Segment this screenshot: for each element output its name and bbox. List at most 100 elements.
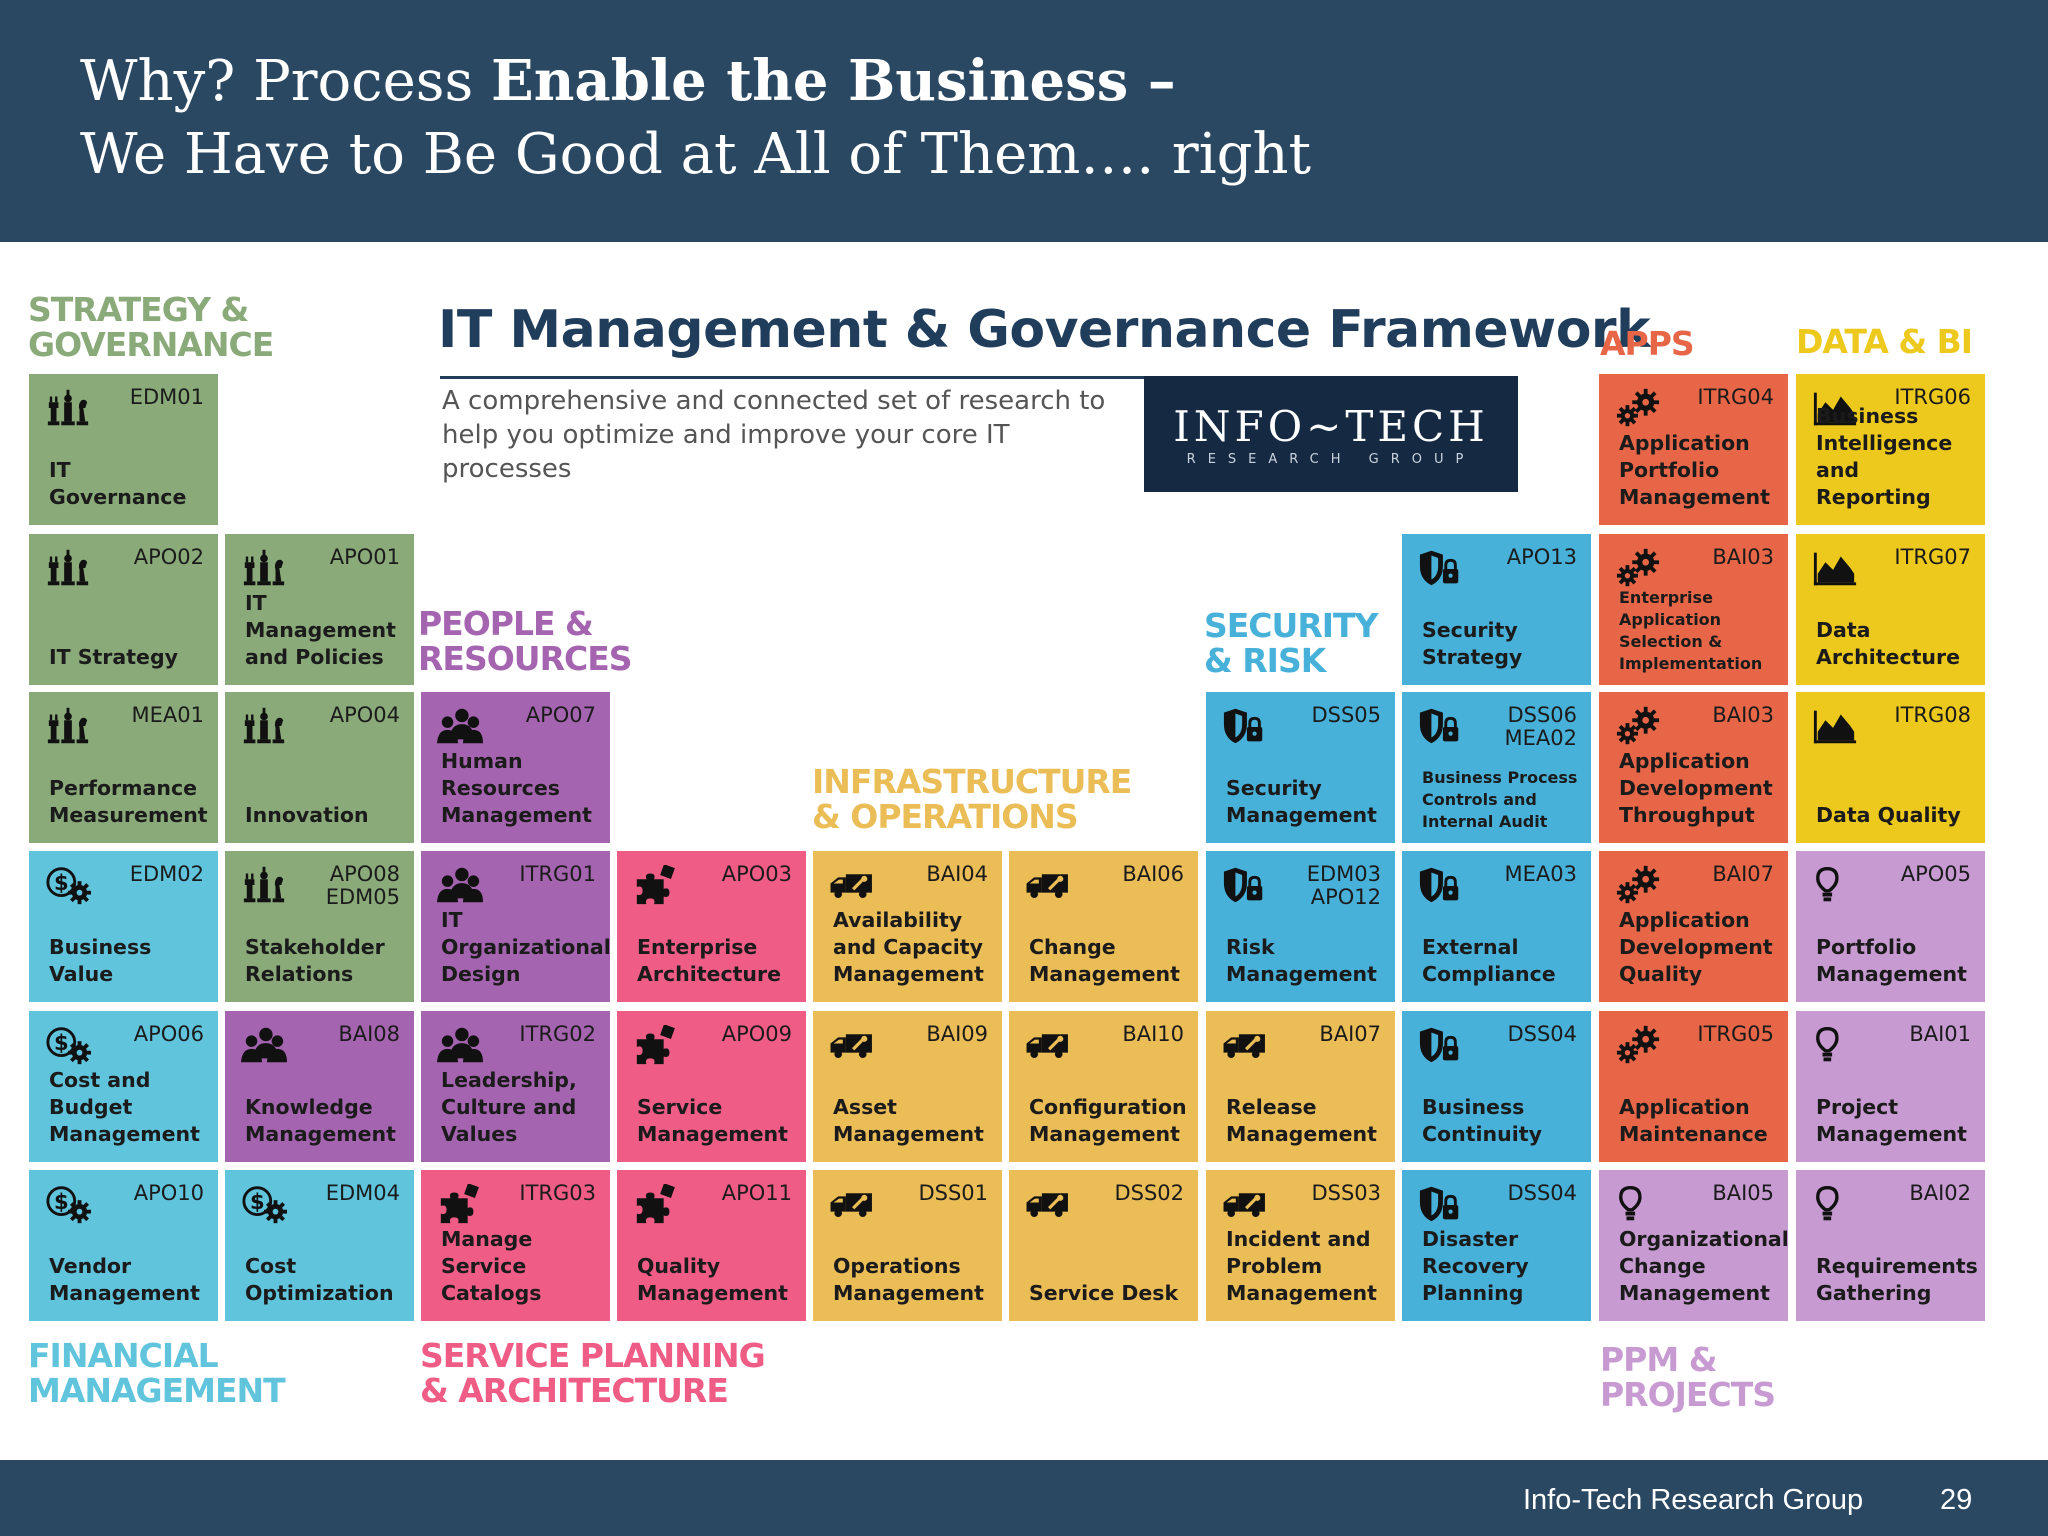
tile-apo05[interactable]: APO05 Portfolio Management: [1796, 851, 1985, 1002]
tile-itrg05[interactable]: ITRG05 Application Maintenance: [1599, 1011, 1788, 1162]
tile-bai07r[interactable]: BAI07 Release Management: [1206, 1011, 1395, 1162]
tile-code: BAI07: [1712, 863, 1774, 886]
dollar-gear-icon: $: [45, 1025, 91, 1065]
tile-code-primary: DSS03: [1311, 1181, 1381, 1205]
tile-edm01[interactable]: EDM01 IT Governance: [29, 374, 218, 525]
tile-name: Portfolio Management: [1816, 935, 1967, 986]
tile-itrg06[interactable]: ITRG06 Business Intelligence and Reportin…: [1796, 374, 1985, 525]
tile-code-primary: APO10: [133, 1181, 204, 1205]
tile-name: Cost Optimization: [245, 1254, 394, 1305]
tile-dss04b[interactable]: DSS04 Disaster Recovery Planning: [1402, 1170, 1591, 1321]
tile-bai02[interactable]: BAI02 Requirements Gathering: [1796, 1170, 1985, 1321]
tile-itrg03[interactable]: ITRG03 Manage Service Catalogs: [421, 1170, 610, 1321]
tile-code: APO13: [1507, 546, 1577, 569]
tile-mea03[interactable]: MEA03 External Compliance: [1402, 851, 1591, 1002]
tile-code-primary: APO07: [525, 703, 596, 727]
tile-itrg07[interactable]: ITRG07 Data Architecture: [1796, 534, 1985, 685]
puzzle-icon: [437, 1184, 483, 1224]
tile-code-primary: BAI07: [1712, 862, 1774, 886]
tile-bai10[interactable]: BAI10 Configuration Management: [1009, 1011, 1198, 1162]
tile-dss03[interactable]: DSS03 Incident and Problem Management: [1206, 1170, 1395, 1321]
tile-name: Application Development Quality: [1619, 908, 1773, 986]
tile-code-primary: BAI06: [1122, 862, 1184, 886]
tile-name: Risk Management: [1226, 935, 1377, 986]
tile-apo04[interactable]: APO04 Innovation: [225, 692, 414, 843]
tile-itrg04[interactable]: ITRG04 Application Portfolio Management: [1599, 374, 1788, 525]
tile-code: BAI03: [1712, 546, 1774, 569]
tile-bai05[interactable]: BAI05 Organizational Change Management: [1599, 1170, 1788, 1321]
logo-wordmark: INFO~TECH: [1173, 402, 1489, 451]
tile-code-primary: ITRG03: [519, 1181, 596, 1205]
tile-code: APO08 EDM05: [326, 863, 400, 909]
svg-text:$: $: [54, 870, 69, 895]
tile-name: Disaster Recovery Planning: [1422, 1227, 1529, 1305]
tile-name: Business Value: [49, 935, 152, 986]
shield-lock-icon: [1418, 706, 1464, 746]
tile-code-primary: BAI04: [926, 862, 988, 886]
tile-apo07[interactable]: APO07 Human Resources Management: [421, 692, 610, 843]
tile-name: Enterprise Architecture: [637, 935, 782, 986]
tile-code: APO06: [134, 1023, 204, 1046]
tile-name: Service Management: [637, 1095, 788, 1146]
tile-bai06[interactable]: BAI06 Change Management: [1009, 851, 1198, 1002]
tile-code-secondary: MEA02: [1504, 726, 1577, 750]
tile-edm04[interactable]: $ EDM04 Cost Optimization: [225, 1170, 414, 1321]
tile-code-primary: APO01: [329, 545, 400, 569]
tile-code-primary: APO04: [329, 703, 400, 727]
tile-mea01[interactable]: MEA01 Performance Measurement: [29, 692, 218, 843]
tile-name: Data Architecture: [1816, 618, 1961, 669]
tile-dss06[interactable]: DSS06 MEA02 Business Process Controls and …: [1402, 692, 1591, 843]
tile-bai07a[interactable]: BAI07 Application Development Quality: [1599, 851, 1788, 1002]
tile-code-primary: BAI03: [1712, 545, 1774, 569]
tile-bai04[interactable]: BAI04 Availability and Capacity Managemen…: [813, 851, 1002, 1002]
tile-apo03[interactable]: APO03 Enterprise Architecture: [617, 851, 806, 1002]
tile-apo11[interactable]: APO11 Quality Management: [617, 1170, 806, 1321]
tile-code-primary: ITRG06: [1894, 385, 1971, 409]
tile-itrg08[interactable]: ITRG08 Data Quality: [1796, 692, 1985, 843]
page-number: 29: [1940, 1484, 1973, 1516]
category-line: MANAGEMENT: [28, 1371, 286, 1410]
tile-code-primary: APO05: [1900, 862, 1971, 886]
tile-name: Manage Service Catalogs: [441, 1227, 542, 1305]
gears-icon: [1615, 706, 1661, 746]
tile-apo13[interactable]: APO13 Security Strategy: [1402, 534, 1591, 685]
tile-code: EDM02: [130, 863, 204, 886]
tile-code-primary: MEA01: [131, 703, 204, 727]
tile-code-primary: BAI03: [1712, 703, 1774, 727]
category-line: & RISK: [1204, 641, 1326, 680]
category-apps: APPS: [1600, 324, 1695, 363]
tile-bai03a[interactable]: BAI03 Enterprise Application Selection & …: [1599, 534, 1788, 685]
tile-name: Configuration Management: [1029, 1095, 1187, 1146]
tile-bai03b[interactable]: BAI03 Application Development Throughput: [1599, 692, 1788, 843]
tile-code: APO11: [722, 1182, 792, 1205]
tile-edm02[interactable]: $ EDM02 Business Value: [29, 851, 218, 1002]
tile-name: Availability and Capacity Management: [833, 908, 984, 986]
dollar-gear-icon: $: [45, 1184, 91, 1224]
tile-dss01[interactable]: DSS01 Operations Management: [813, 1170, 1002, 1321]
tile-itrg01[interactable]: ITRG01 IT Organizational Design: [421, 851, 610, 1002]
tile-apo08[interactable]: APO08 EDM05 Stakeholder Relations: [225, 851, 414, 1002]
tile-dss04a[interactable]: DSS04 Business Continuity: [1402, 1011, 1591, 1162]
tile-itrg02[interactable]: ITRG02 Leadership, Culture and Values: [421, 1011, 610, 1162]
tile-apo09[interactable]: APO09 Service Management: [617, 1011, 806, 1162]
tile-bai08[interactable]: BAI08 Knowledge Management: [225, 1011, 414, 1162]
people-icon: [241, 1025, 287, 1065]
tile-dss02[interactable]: DSS02 Service Desk: [1009, 1170, 1198, 1321]
tile-code-primary: EDM04: [325, 1181, 400, 1205]
tile-code: ITRG03: [519, 1182, 596, 1205]
truck-icon: [1222, 1184, 1268, 1224]
tile-code-primary: DSS06: [1507, 703, 1577, 727]
tile-apo02[interactable]: APO02 IT Strategy: [29, 534, 218, 685]
tile-bai09[interactable]: BAI09 Asset Management: [813, 1011, 1002, 1162]
tile-apo01[interactable]: APO01 IT Management and Policies: [225, 534, 414, 685]
tile-code: APO03: [722, 863, 792, 886]
tile-apo06[interactable]: $ APO06 Cost and Budget Management: [29, 1011, 218, 1162]
framework-title: IT Management & Governance Framework: [438, 300, 1651, 360]
category-strategy-governance: STRATEGY & GOVERNANCE: [28, 292, 274, 362]
tile-apo10[interactable]: $ APO10 Vendor Management: [29, 1170, 218, 1321]
tile-dss05[interactable]: DSS05 Security Management: [1206, 692, 1395, 843]
tile-edm03[interactable]: EDM03 APO12 Risk Management: [1206, 851, 1395, 1002]
tile-bai01[interactable]: BAI01 Project Management: [1796, 1011, 1985, 1162]
tile-name: Requirements Gathering: [1816, 1254, 1978, 1305]
tile-code: BAI09: [926, 1023, 988, 1046]
